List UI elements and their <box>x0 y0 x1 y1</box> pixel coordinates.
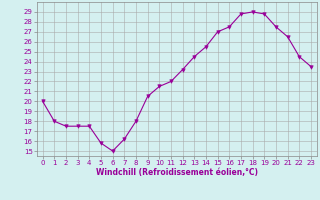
X-axis label: Windchill (Refroidissement éolien,°C): Windchill (Refroidissement éolien,°C) <box>96 168 258 177</box>
